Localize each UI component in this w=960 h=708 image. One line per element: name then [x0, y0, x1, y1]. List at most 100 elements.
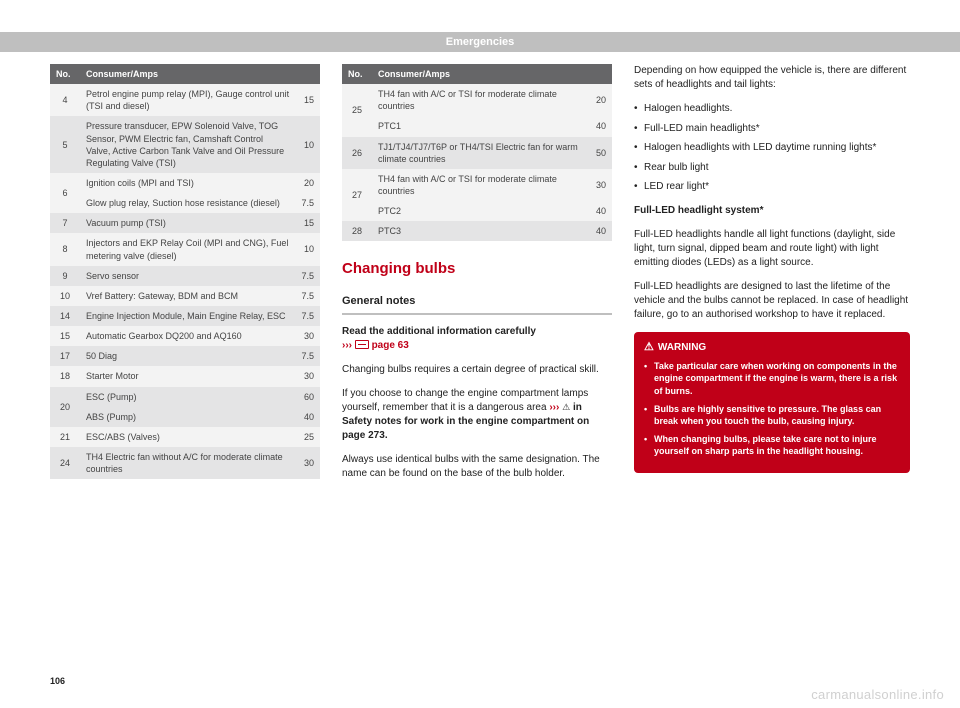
paragraph: Full-LED headlights handle all light fun…	[634, 228, 910, 270]
page-ref: page 63	[372, 340, 409, 351]
cell-no: 10	[50, 286, 80, 306]
table-row: 27TH4 fan with A/C or TSI for moderate c…	[342, 169, 612, 201]
cell-no: 5	[50, 116, 80, 173]
cell-no: 6	[50, 173, 80, 213]
cell-desc: PTC2	[372, 201, 590, 221]
table-row: PTC140	[342, 116, 612, 136]
table-row: 4Petrol engine pump relay (MPI), Gauge c…	[50, 84, 320, 116]
cell-amps: 10	[295, 233, 320, 265]
cell-amps: 40	[295, 407, 320, 427]
cell-no: 28	[342, 221, 372, 241]
cell-desc: Ignition coils (MPI and TSI)	[80, 173, 295, 193]
arrow-icon: ›››	[549, 402, 559, 413]
table-row: ABS (Pump)40	[50, 407, 320, 427]
cell-amps: 40	[590, 116, 612, 136]
cell-amps: 40	[590, 221, 612, 241]
cell-desc: ESC/ABS (Valves)	[80, 427, 295, 447]
list-item: Rear bulb light	[634, 161, 910, 175]
warning-triangle-icon: ⚠	[562, 402, 570, 412]
cell-desc: Automatic Gearbox DQ200 and AQ160	[80, 326, 295, 346]
list-item: LED rear light*	[634, 180, 910, 194]
cell-desc: Servo sensor	[80, 266, 295, 286]
cell-amps: 20	[590, 84, 612, 116]
th-consumer: Consumer/Amps	[372, 64, 612, 84]
cell-desc: TH4 Electric fan without A/C for moderat…	[80, 447, 295, 479]
list-item: Halogen headlights.	[634, 102, 910, 116]
cell-desc: Pressure transducer, EPW Solenoid Valve,…	[80, 116, 295, 173]
cell-desc: PTC3	[372, 221, 590, 241]
table-row: 15Automatic Gearbox DQ200 and AQ16030	[50, 326, 320, 346]
cell-desc: Starter Motor	[80, 366, 295, 386]
th-no: No.	[342, 64, 372, 84]
paragraph: Always use identical bulbs with the same…	[342, 453, 612, 481]
th-no: No.	[50, 64, 80, 84]
cell-no: 8	[50, 233, 80, 265]
cell-amps: 30	[295, 326, 320, 346]
cell-amps: 30	[295, 447, 320, 479]
paragraph: If you choose to change the engine compa…	[342, 387, 612, 443]
column-2: No. Consumer/Amps 25TH4 fan with A/C or …	[342, 64, 612, 491]
warning-item: When changing bulbs, please take care no…	[644, 433, 900, 457]
cell-amps: 7.5	[295, 306, 320, 326]
table-row: 14Engine Injection Module, Main Engine R…	[50, 306, 320, 326]
watermark: carmanualsonline.info	[811, 687, 944, 702]
fuse-table-1: No. Consumer/Amps 4Petrol engine pump re…	[50, 64, 320, 479]
table-row: 25TH4 fan with A/C or TSI for moderate c…	[342, 84, 612, 116]
column-1: No. Consumer/Amps 4Petrol engine pump re…	[50, 64, 320, 491]
content-columns: No. Consumer/Amps 4Petrol engine pump re…	[50, 64, 910, 491]
cell-desc: ABS (Pump)	[80, 407, 295, 427]
cell-no: 25	[342, 84, 372, 136]
cell-amps: 7.5	[295, 193, 320, 213]
warning-item: Take particular care when working on com…	[644, 360, 900, 396]
list-item: Full-LED main headlights*	[634, 122, 910, 136]
table-row: 8Injectors and EKP Relay Coil (MPI and C…	[50, 233, 320, 265]
headlight-list: Halogen headlights. Full-LED main headlig…	[634, 102, 910, 194]
table-row: 5Pressure transducer, EPW Solenoid Valve…	[50, 116, 320, 173]
cell-amps: 7.5	[295, 266, 320, 286]
table-row: 1750 Diag7.5	[50, 346, 320, 366]
cell-desc: TH4 fan with A/C or TSI for moderate cli…	[372, 169, 590, 201]
heading-changing-bulbs: Changing bulbs	[342, 259, 612, 279]
cell-no: 14	[50, 306, 80, 326]
page-number: 106	[50, 676, 65, 686]
cell-amps: 25	[295, 427, 320, 447]
cell-amps: 40	[590, 201, 612, 221]
cell-amps: 60	[295, 387, 320, 407]
cell-amps: 7.5	[295, 286, 320, 306]
full-led-heading: Full-LED headlight system*	[634, 204, 910, 218]
cell-desc: Vref Battery: Gateway, BDM and BCM	[80, 286, 295, 306]
read-more-label: Read the additional information carefull…	[342, 326, 536, 337]
cell-amps: 10	[295, 116, 320, 173]
cell-no: 26	[342, 137, 372, 169]
column-3: Depending on how equipped the vehicle is…	[634, 64, 910, 491]
cell-desc: Engine Injection Module, Main Engine Rel…	[80, 306, 295, 326]
cell-no: 21	[50, 427, 80, 447]
table-row: 6Ignition coils (MPI and TSI)20	[50, 173, 320, 193]
warning-list: Take particular care when working on com…	[644, 360, 900, 457]
warning-heading: ⚠WARNING	[644, 340, 900, 355]
cell-amps: 7.5	[295, 346, 320, 366]
table-row: 10Vref Battery: Gateway, BDM and BCM7.5	[50, 286, 320, 306]
cell-desc: TJ1/TJ4/TJ7/T6P or TH4/TSI Electric fan …	[372, 137, 590, 169]
cell-desc: Vacuum pump (TSI)	[80, 213, 295, 233]
cell-no: 18	[50, 366, 80, 386]
cell-desc: ESC (Pump)	[80, 387, 295, 407]
cell-amps: 20	[295, 173, 320, 193]
section-header: Emergencies	[0, 32, 960, 52]
cell-desc: PTC1	[372, 116, 590, 136]
cell-desc: Injectors and EKP Relay Coil (MPI and CN…	[80, 233, 295, 265]
cell-amps: 15	[295, 84, 320, 116]
table-row: 28PTC340	[342, 221, 612, 241]
cell-no: 27	[342, 169, 372, 221]
cell-no: 24	[50, 447, 80, 479]
table-row: 9Servo sensor7.5	[50, 266, 320, 286]
cell-no: 17	[50, 346, 80, 366]
cell-desc: TH4 fan with A/C or TSI for moderate cli…	[372, 84, 590, 116]
book-icon	[355, 340, 369, 349]
paragraph: Depending on how equipped the vehicle is…	[634, 64, 910, 92]
warning-box: ⚠WARNING Take particular care when worki…	[634, 332, 910, 474]
cell-no: 20	[50, 387, 80, 427]
warning-triangle-icon: ⚠	[644, 340, 654, 355]
cell-desc: Glow plug relay, Suction hose resistance…	[80, 193, 295, 213]
cell-no: 15	[50, 326, 80, 346]
